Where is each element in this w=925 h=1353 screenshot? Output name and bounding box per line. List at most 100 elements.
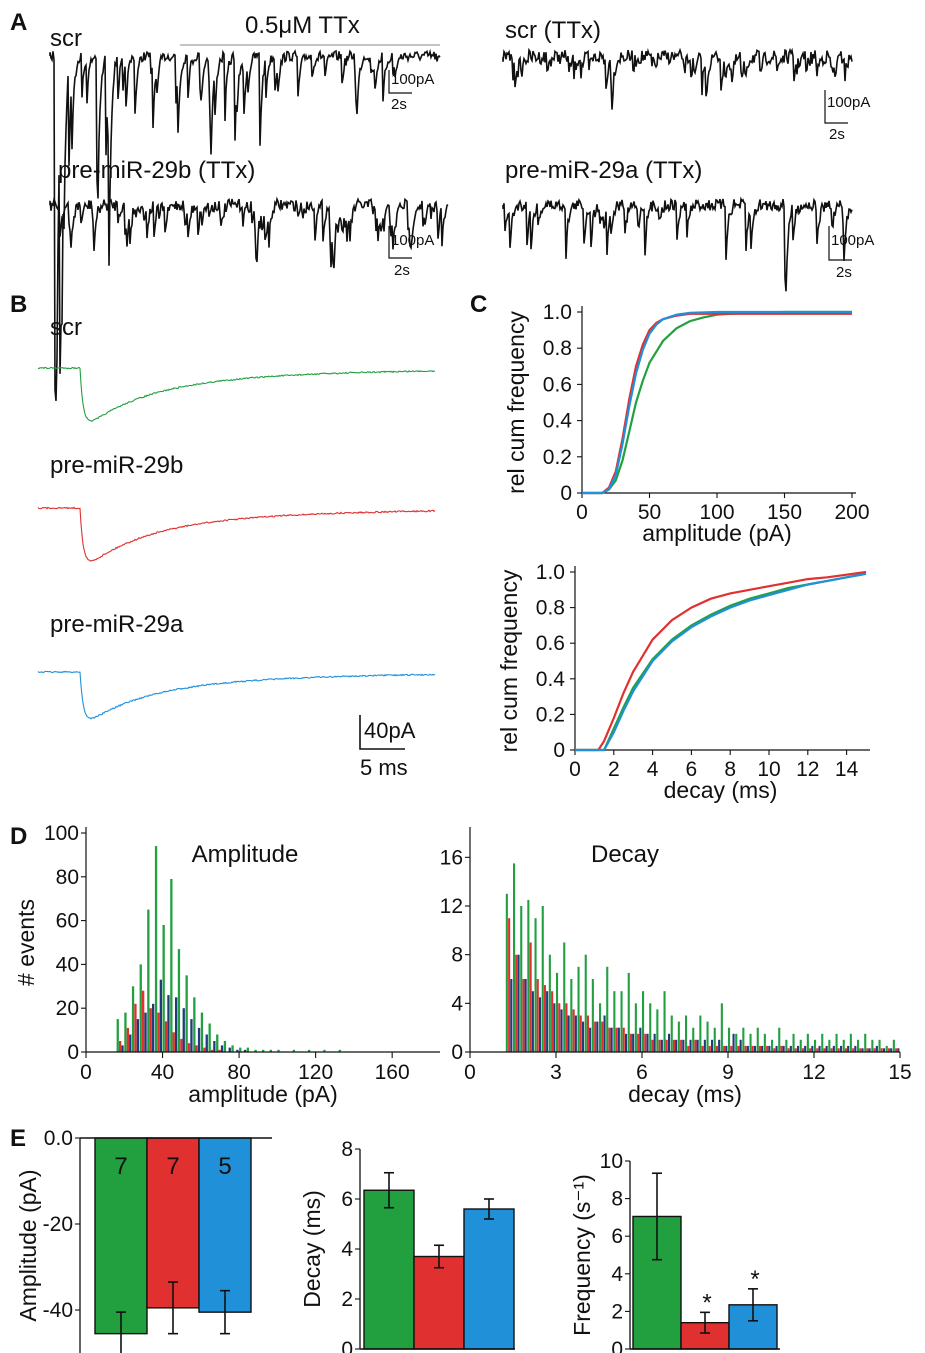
x-axis-label: decay (ms) [664, 777, 778, 803]
x-tick-label: 160 [375, 1061, 410, 1084]
hist-bar [136, 1019, 139, 1052]
hist-bar [682, 1039, 685, 1052]
hist-bar [758, 1045, 761, 1052]
x-tick-label: 6 [686, 758, 698, 781]
hist-bar [543, 985, 546, 1052]
y-tick-label: 0.2 [543, 446, 572, 469]
hist-bar [144, 1012, 147, 1052]
hist-bar [778, 1027, 781, 1052]
hist-bar [703, 1039, 706, 1052]
hist-bar [701, 1045, 704, 1052]
hist-bar [180, 1038, 183, 1052]
hist-bar [534, 918, 537, 1052]
y-tick-label: 16 [440, 846, 463, 869]
hist-bar [195, 1045, 198, 1052]
x-axis-label: amplitude (pA) [642, 520, 792, 546]
panel-letter-c: C [470, 291, 487, 318]
hist-bar [243, 1049, 247, 1052]
ttx-application-label: 0.5μM TTx [245, 12, 360, 39]
y-tick-label: 10 [600, 1150, 623, 1173]
y-tick-label: -40 [43, 1299, 73, 1322]
y-axis-label: Frequency (s⁻¹) [569, 1174, 595, 1336]
hist-bar [205, 1034, 208, 1052]
hist-bar [596, 1021, 599, 1052]
hist-bar [728, 1027, 731, 1052]
hist-bar [706, 1021, 709, 1052]
hist-bar [723, 1045, 726, 1052]
trace-b2-label: pre-miR-29b [50, 452, 183, 479]
hist-bar [190, 1019, 193, 1052]
hist-bar [162, 925, 165, 1052]
hist-bar [582, 1021, 585, 1052]
hist-bar [761, 1045, 764, 1052]
hist-bar [625, 1033, 628, 1053]
hist-bar [116, 1019, 119, 1052]
hist-bar [126, 1027, 129, 1052]
hist-bar [147, 909, 150, 1052]
hist-bar [737, 1045, 740, 1052]
hist-bar [823, 1048, 826, 1052]
hist-bar [892, 1039, 895, 1052]
hist-bar [847, 1045, 850, 1052]
y-tick-label: 8 [451, 944, 463, 967]
y-axis-label: Amplitude (pA) [15, 1169, 41, 1321]
x-tick-label: 10 [757, 758, 780, 781]
bar-2 [413, 1255, 465, 1350]
trace-b2-pre-mir-29b [37, 506, 436, 562]
hist-bar [830, 1048, 833, 1052]
trace-a1-scr [49, 48, 441, 401]
hist-bar [246, 1047, 249, 1052]
y-tick-label: 6 [341, 1188, 353, 1211]
hist-bar [637, 1033, 640, 1053]
hist-bar [708, 1045, 711, 1052]
hist-bar [510, 979, 513, 1052]
hist-bar [668, 1033, 671, 1053]
hist-bar [773, 1048, 776, 1052]
x-tick-label: 8 [724, 758, 736, 781]
y-tick-label: 8 [341, 1138, 353, 1161]
trace-a2-label: scr (TTx) [505, 17, 601, 44]
panel-letter-d: D [10, 823, 27, 850]
hist-bar [563, 942, 566, 1052]
hist-bar [775, 1045, 778, 1052]
hist-bar [254, 1049, 257, 1052]
hist-bar [844, 1048, 847, 1052]
hist-bar [756, 1027, 759, 1052]
hist-bar [200, 1012, 204, 1052]
hist-bar [584, 954, 587, 1052]
hist-bar [167, 995, 170, 1052]
hist-bar [849, 1033, 852, 1053]
hist-bar [871, 1039, 874, 1052]
hist-bar [885, 1045, 888, 1052]
hist-bar [553, 1003, 556, 1052]
hist-bar [262, 1049, 265, 1052]
chart-d-amplitude-histogram: 0 40 80 120 160 0 20 40 60 80 100 Amplitude amplitud… [13, 822, 440, 1107]
hist-bar [529, 942, 532, 1052]
hist-bar [208, 1023, 211, 1052]
hist-bar [119, 1041, 122, 1052]
hist-bar [811, 1045, 814, 1052]
hist-bar [157, 1012, 160, 1052]
hist-bar [794, 1048, 797, 1052]
hist-bar [711, 1039, 714, 1052]
hist-bar [149, 1008, 152, 1052]
hist-bar [565, 1003, 568, 1052]
significance-marker: * [750, 1266, 759, 1293]
hist-bar [185, 975, 188, 1052]
y-axis-label: # events [13, 899, 39, 986]
x-tick-label: 2 [608, 758, 620, 781]
y-tick-label: 4 [611, 1263, 623, 1286]
scale-bar-b: 40pA 5 ms [359, 715, 416, 780]
hist-bar [749, 1033, 752, 1053]
hist-bar [338, 1049, 341, 1052]
hist-bar [556, 972, 559, 1052]
hist-bar [591, 979, 594, 1052]
hist-bar [594, 1021, 597, 1052]
series-line-2 [575, 570, 867, 752]
hist-bar [730, 1045, 733, 1052]
hist-bar [792, 1033, 795, 1053]
hist-bar [551, 991, 554, 1052]
hist-bar [572, 1009, 575, 1052]
hist-bar [170, 879, 173, 1052]
